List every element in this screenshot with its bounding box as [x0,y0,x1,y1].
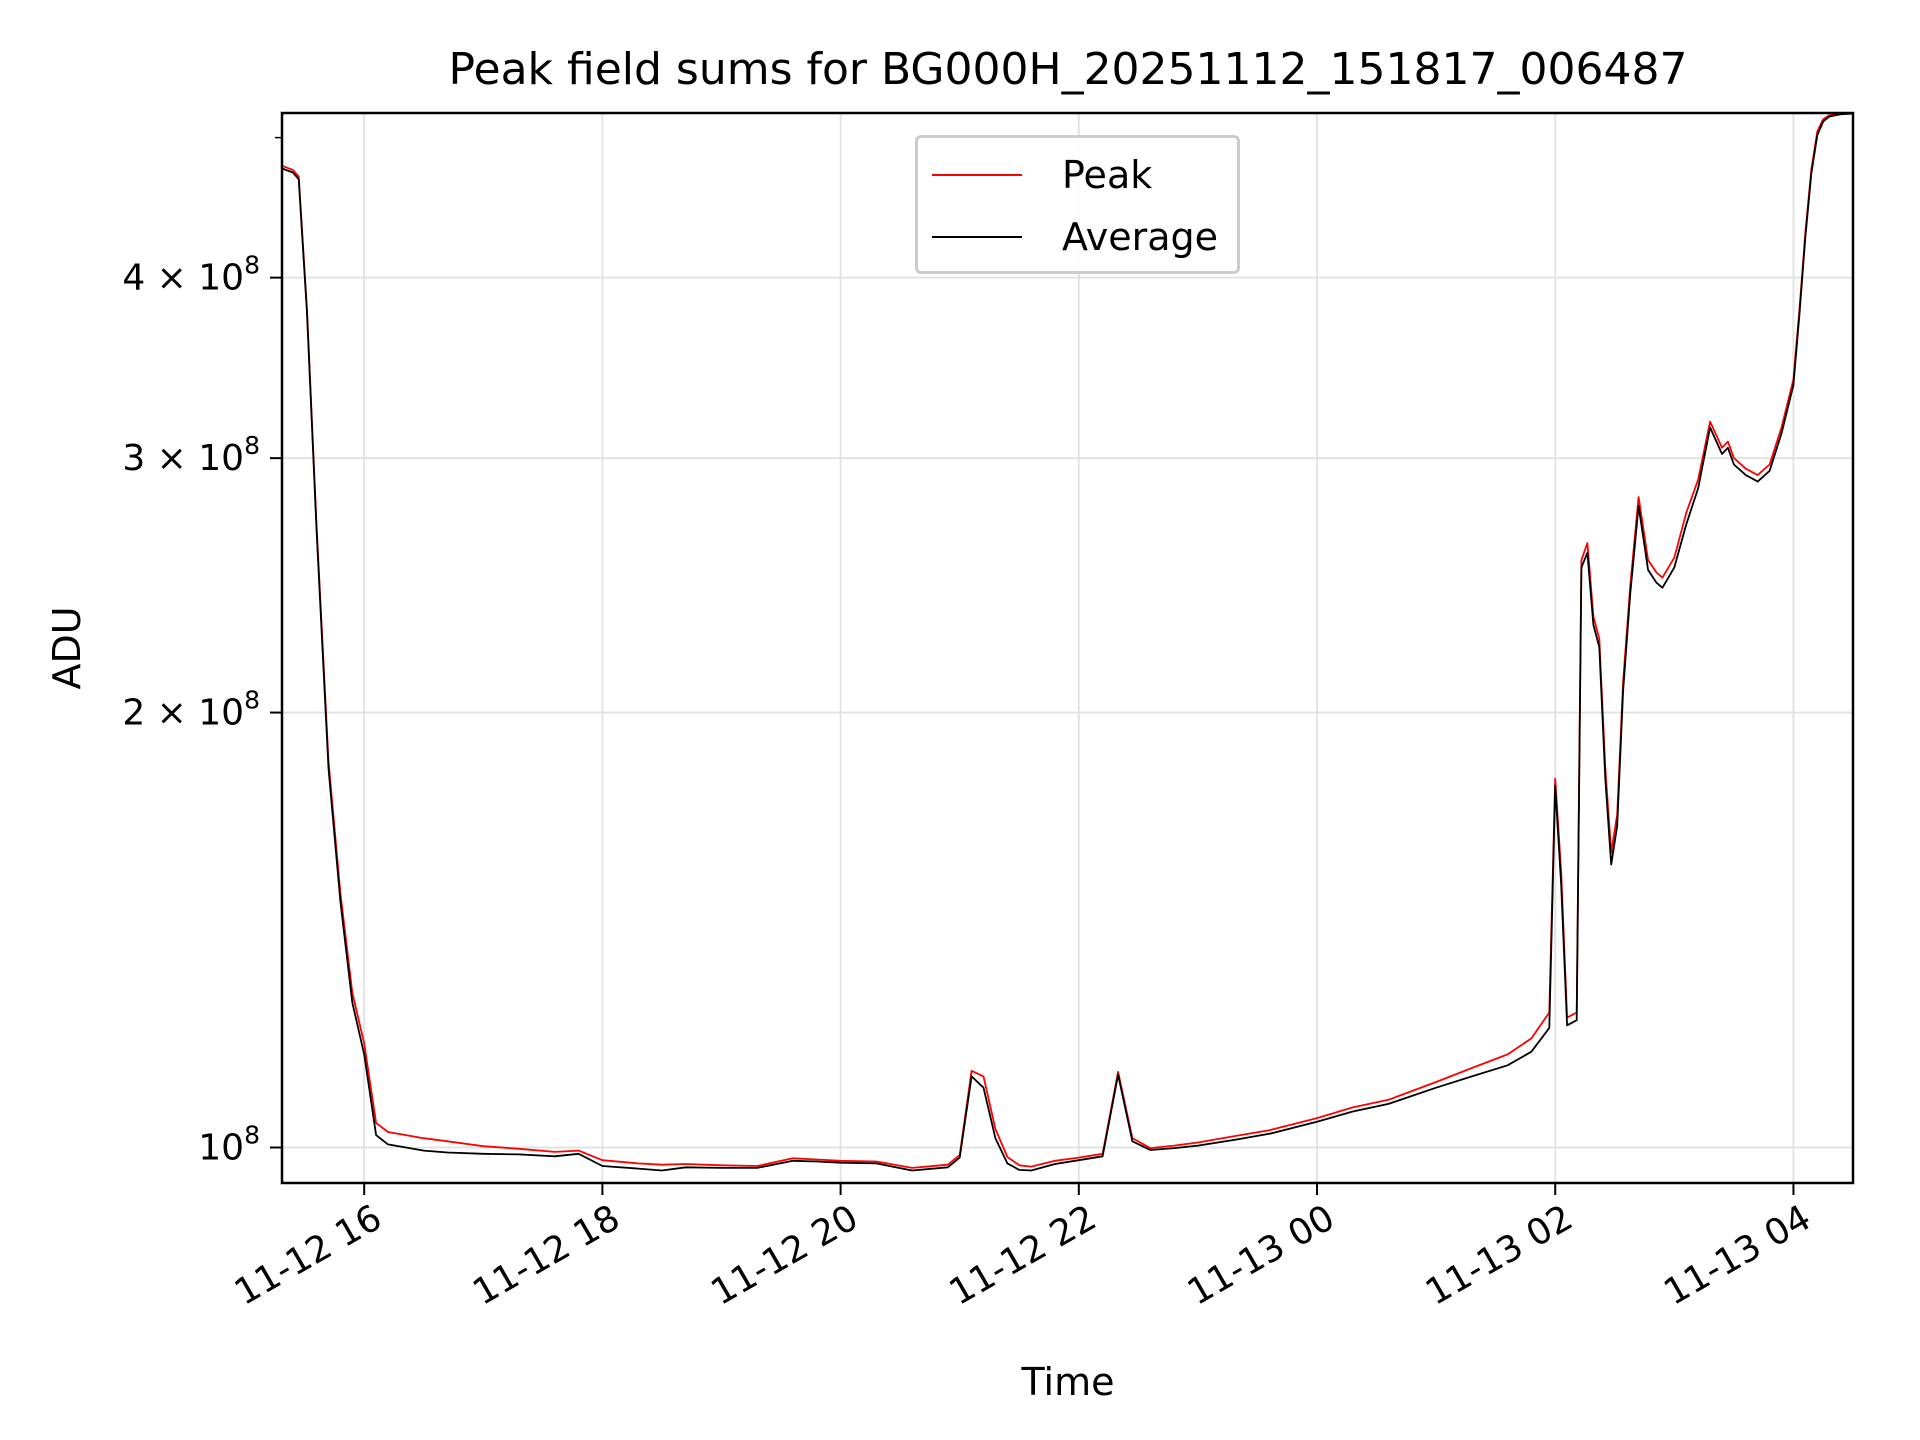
y-tick-base: 10 [198,693,244,734]
y-tick-base: 10 [198,438,244,479]
legend-swatch-peak [932,174,1022,176]
y-tick-base: 10 [198,258,244,299]
y-tick-mantissa: 2 × [122,693,198,734]
series-line-peak [281,112,1853,1169]
y-tick-mantissa: 4 × [122,258,198,299]
y-axis-label: ADU [45,606,89,689]
y-tick-mantissa: 3 × [122,438,198,479]
legend-entry-peak: Peak [932,150,1152,200]
y-tick-base: 10 [198,1128,244,1169]
y-tick-exponent: 8 [244,1121,260,1150]
legend-swatch-average [932,236,1022,238]
x-tick-label: 11-13 00 [1181,1197,1342,1313]
x-axis-label: Time [1021,1360,1115,1404]
axis-ticks: 11-12 16 11-12 18 11-12 20 11-12 22 11-13 00… [122,136,1818,1314]
series-layer [281,112,1854,1172]
legend: Peak Average [915,135,1240,274]
x-tick-label: 11-12 16 [228,1197,389,1313]
x-tick-label: 11-13 04 [1657,1197,1818,1313]
legend-label-average: Average [1062,215,1219,259]
y-tick-exponent: 8 [244,686,260,715]
y-tick-label: 2 × 108 [122,686,260,734]
x-tick-label: 11-12 20 [704,1197,865,1313]
x-tick-label: 11-13 02 [1419,1197,1580,1313]
legend-label-peak: Peak [1062,153,1153,197]
chart-title: Peak field sums for BG000H_20251112_1518… [449,44,1688,95]
x-tick-label: 11-12 22 [943,1197,1104,1313]
y-tick-exponent: 8 [244,251,260,280]
y-tick-label: 108 [198,1121,260,1169]
legend-entry-average: Average [932,212,1218,262]
plot-frame [280,111,1855,1185]
x-tick-label: 11-12 18 [466,1197,627,1313]
series-line-average [281,112,1854,1172]
y-tick-exponent: 8 [244,431,260,460]
y-tick-label: 3 × 108 [122,431,260,479]
y-tick-label: 4 × 108 [122,251,260,299]
grid-lines [282,113,1853,1183]
